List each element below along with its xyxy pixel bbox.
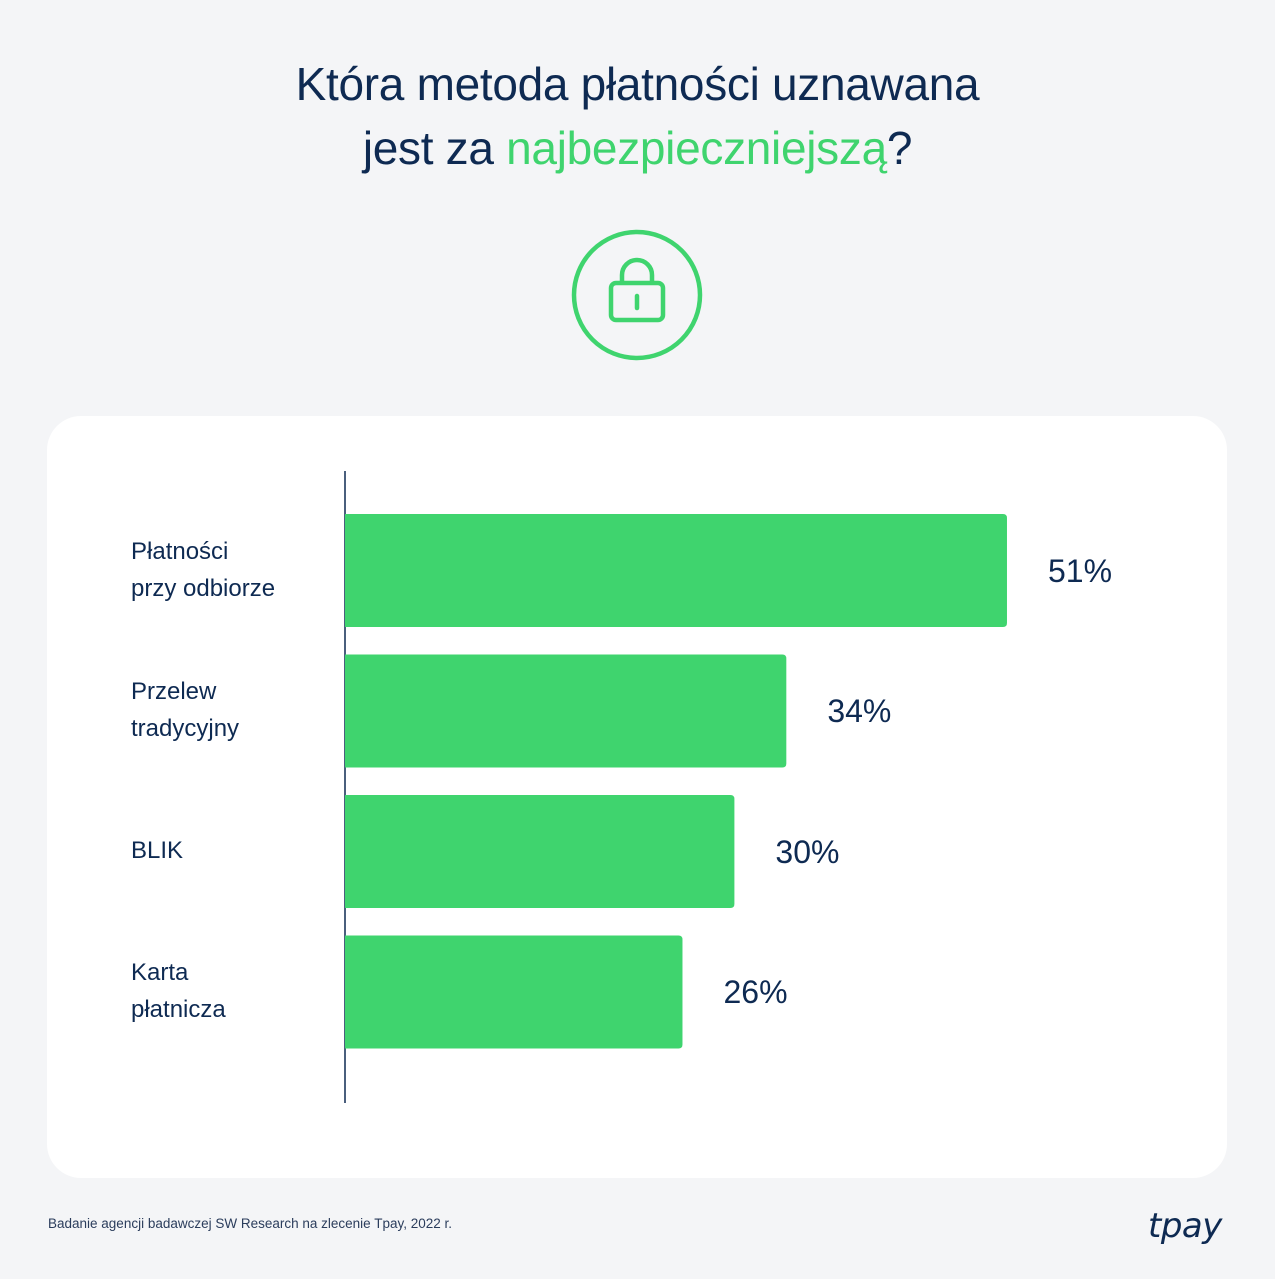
bar <box>345 514 1007 627</box>
category-label: BLIK <box>131 837 184 864</box>
category-label: Płatności przy odbiorze <box>131 537 276 602</box>
page-title: Która metoda płatności uznawana jest za … <box>0 52 1275 180</box>
lock-icon <box>571 229 703 361</box>
value-label: 26% <box>723 974 788 1010</box>
value-label: 30% <box>775 833 840 870</box>
title-line-1: Która metoda płatności uznawana <box>295 58 980 110</box>
value-label: 34% <box>827 693 892 729</box>
bar <box>345 654 787 768</box>
tpay-logo: tpay <box>1148 1206 1222 1246</box>
bar <box>345 935 683 1049</box>
title-line-2-suffix: ? <box>886 122 913 174</box>
bar <box>345 795 735 908</box>
value-label: 51% <box>1047 552 1113 589</box>
title-highlight: najbezpieczniejszą <box>506 122 887 174</box>
category-label: Karta płatnicza <box>131 959 226 1023</box>
category-label: Przelew tradycyjny <box>131 678 240 742</box>
source-note: Badanie agencji badawczej SW Research na… <box>48 1216 452 1231</box>
title-line-2-prefix: jest za <box>362 122 507 174</box>
